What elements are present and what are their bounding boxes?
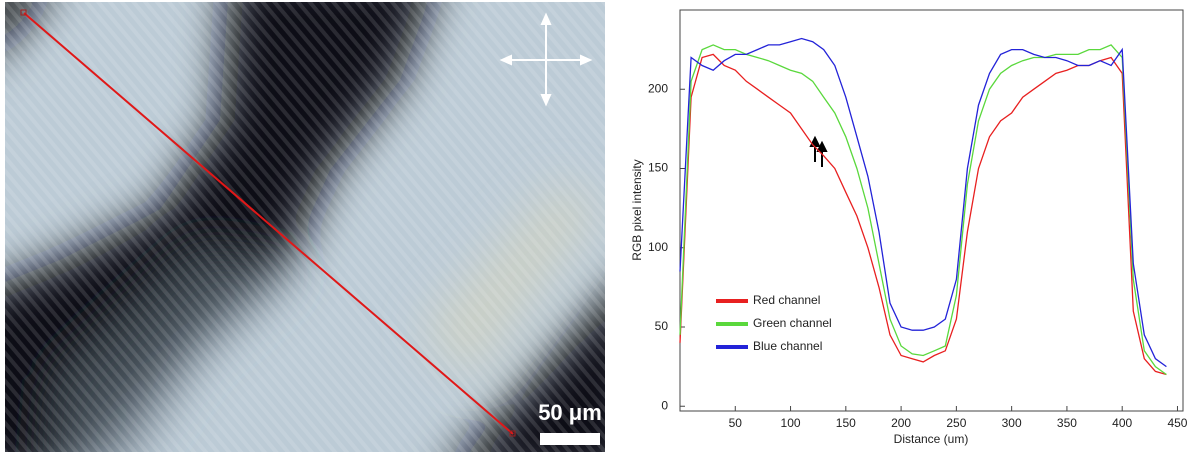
legend-label: Blue channel — [753, 339, 822, 353]
annotation-arrows — [809, 135, 828, 167]
y-tick-label: 50 — [655, 319, 669, 333]
x-tick-label: 300 — [1002, 416, 1022, 430]
x-tick-label: 450 — [1167, 416, 1187, 430]
series-line — [679, 37, 1167, 368]
y-axis-label: RGB pixel intensity — [630, 159, 644, 260]
x-tick-label: 150 — [836, 416, 856, 430]
x-tick-label: 100 — [781, 416, 801, 430]
series-line — [679, 44, 1167, 376]
y-tick-label: 150 — [648, 161, 668, 175]
legend-label: Red channel — [753, 293, 820, 307]
x-tick-label: 200 — [891, 416, 911, 430]
x-tick-label: 400 — [1112, 416, 1132, 430]
x-tick-label: 50 — [729, 416, 743, 430]
x-tick-label: 250 — [946, 416, 966, 430]
y-tick-label: 200 — [648, 81, 668, 95]
y-tick-label: 100 — [648, 240, 668, 254]
x-tick-label: 350 — [1057, 416, 1077, 430]
plot-frame — [679, 9, 1184, 412]
y-tick-label: 0 — [661, 398, 668, 412]
legend-label: Green channel — [753, 316, 832, 330]
scale-bar-label: 50 μm — [538, 400, 602, 425]
x-axis-label: Distance (um) — [894, 432, 969, 446]
micrograph — [5, 2, 605, 452]
